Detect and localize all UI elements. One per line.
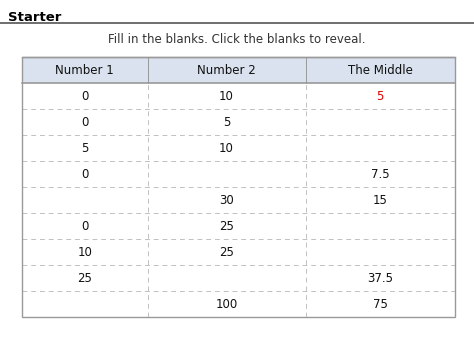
Text: 7.5: 7.5 [371,168,390,180]
Text: 10: 10 [219,89,234,103]
Text: 0: 0 [81,115,89,129]
Text: 75: 75 [373,297,388,311]
Text: 10: 10 [219,142,234,154]
Bar [22,57,455,317]
Text: 5: 5 [223,115,230,129]
Text: 5: 5 [81,142,89,154]
Text: The Middle: The Middle [348,64,413,76]
Text: 25: 25 [219,219,234,233]
Text: 30: 30 [219,193,234,207]
Text: 15: 15 [373,193,388,207]
Text: 0: 0 [81,219,89,233]
Text: Fill in the blanks. Click the blanks to reveal.: Fill in the blanks. Click the blanks to … [108,33,366,46]
Text: Number 1: Number 1 [55,64,114,76]
Text: 25: 25 [77,272,92,284]
Text: Starter: Starter [8,11,61,24]
Text: 10: 10 [77,246,92,258]
Text: 0: 0 [81,168,89,180]
Bar [22,57,455,83]
Text: 25: 25 [219,246,234,258]
Text: 0: 0 [81,89,89,103]
Text: 100: 100 [216,297,238,311]
Text: 37.5: 37.5 [367,272,393,284]
Text: Number 2: Number 2 [197,64,256,76]
Text: 5: 5 [377,89,384,103]
